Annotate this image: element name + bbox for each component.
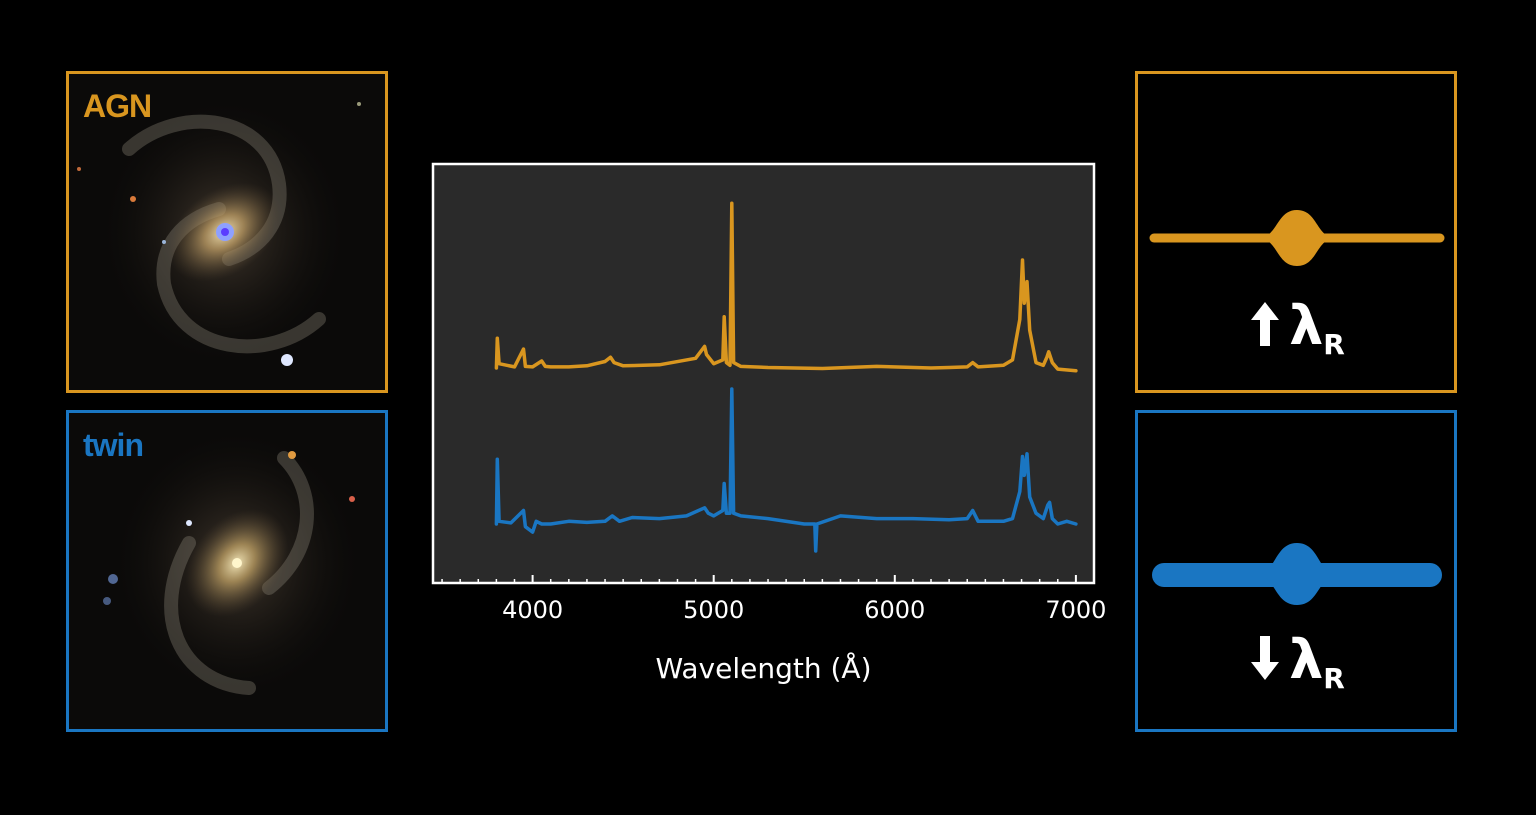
x-tick-label: 7000 <box>1045 596 1106 624</box>
twin-lambda-subscript: R <box>1323 662 1345 695</box>
twin-spectrum-line <box>494 387 1078 553</box>
x-tick-label: 4000 <box>502 596 563 624</box>
twin-kinematics-panel: λR <box>1135 410 1457 732</box>
agn-rotation-profile-icon <box>1149 210 1445 266</box>
plot-frame <box>431 162 1096 585</box>
arrow-down-icon <box>1251 636 1280 680</box>
agn-lambda-symbol: λ <box>1289 294 1324 357</box>
twin-lambda-label: λR <box>1138 628 1454 695</box>
agn-lambda-label: λR <box>1138 294 1454 361</box>
agn-lambda-subscript: R <box>1323 328 1345 361</box>
twin-label: twin <box>83 427 144 463</box>
agn-galaxy-image <box>77 102 361 366</box>
twin-lambda-symbol: λ <box>1289 628 1324 691</box>
agn-label: AGN <box>83 88 152 124</box>
agn-galaxy-panel: AGN <box>66 71 388 393</box>
plot-area <box>433 164 1094 583</box>
twin-galaxy-image <box>103 433 357 695</box>
arrow-up-icon <box>1251 302 1280 346</box>
x-axis-label: Wavelength (Å) <box>655 651 871 685</box>
agn-kinematics-panel: λR <box>1135 71 1457 393</box>
x-tick-label: 6000 <box>864 596 925 624</box>
x-tick-label: 5000 <box>683 596 744 624</box>
twin-rotation-profile-icon <box>1152 543 1442 605</box>
agn-spectrum-line <box>494 201 1078 373</box>
twin-galaxy-panel: twin <box>66 410 388 732</box>
